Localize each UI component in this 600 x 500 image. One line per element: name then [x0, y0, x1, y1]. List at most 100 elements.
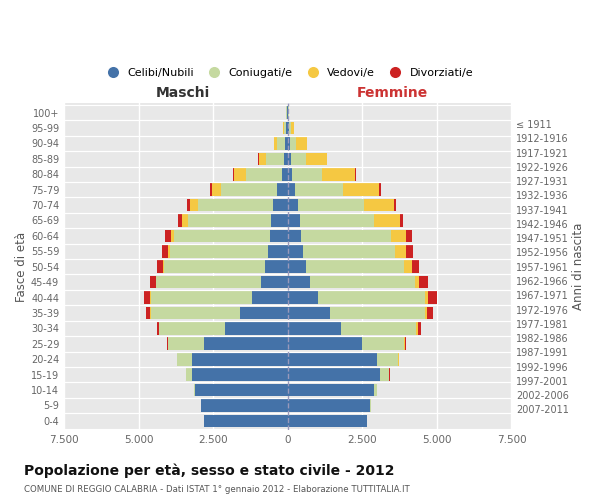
Bar [343, 184, 379, 196]
Bar [221, 184, 277, 196]
Y-axis label: Fasce di età: Fasce di età [15, 232, 28, 302]
Bar [329, 306, 425, 320]
Bar [170, 245, 268, 258]
Bar [204, 338, 288, 350]
Bar [288, 245, 302, 258]
Bar [425, 292, 428, 304]
Bar [282, 168, 288, 180]
Bar [418, 322, 421, 334]
Bar [400, 214, 403, 227]
Bar [288, 260, 305, 273]
Bar [288, 122, 289, 134]
Bar [233, 168, 234, 180]
Bar [301, 230, 391, 242]
Bar [302, 245, 395, 258]
Bar [252, 292, 288, 304]
Text: Popolazione per età, sesso e stato civile - 2012: Popolazione per età, sesso e stato civil… [24, 463, 395, 477]
Bar [162, 245, 168, 258]
Bar [288, 214, 299, 227]
Bar [178, 214, 182, 227]
Bar [164, 260, 265, 273]
Bar [175, 230, 270, 242]
Bar [288, 276, 310, 288]
Bar [190, 199, 198, 211]
Bar [288, 368, 380, 381]
Bar [268, 245, 288, 258]
Bar [379, 184, 380, 196]
Bar [163, 260, 164, 273]
Bar [299, 214, 374, 227]
Bar [274, 137, 277, 149]
Bar [246, 168, 282, 180]
Bar [296, 137, 307, 149]
Bar [395, 245, 406, 258]
Bar [391, 230, 406, 242]
Bar [166, 230, 172, 242]
Bar [210, 184, 212, 196]
Bar [198, 199, 273, 211]
Bar [374, 214, 400, 227]
Bar [362, 338, 404, 350]
Bar [271, 214, 288, 227]
Bar [322, 168, 355, 180]
Bar [259, 152, 266, 165]
Bar [261, 276, 288, 288]
Bar [427, 306, 433, 320]
Bar [288, 137, 290, 149]
Bar [192, 368, 288, 381]
Bar [273, 199, 288, 211]
Bar [286, 122, 288, 134]
Bar [157, 276, 261, 288]
Bar [234, 168, 246, 180]
Bar [326, 152, 327, 165]
Bar [377, 353, 398, 366]
Bar [288, 338, 362, 350]
Bar [305, 260, 404, 273]
Bar [146, 306, 150, 320]
Bar [151, 306, 240, 320]
Bar [404, 260, 412, 273]
Bar [380, 368, 389, 381]
Bar [212, 184, 221, 196]
Bar [405, 338, 406, 350]
Bar [168, 245, 170, 258]
Bar [157, 322, 160, 334]
Bar [298, 199, 364, 211]
Bar [289, 122, 292, 134]
Bar [284, 122, 286, 134]
Bar [288, 168, 292, 180]
Bar [195, 384, 288, 396]
Bar [364, 199, 394, 211]
Bar [150, 276, 156, 288]
Bar [285, 137, 288, 149]
Bar [144, 292, 150, 304]
Bar [415, 276, 419, 288]
Bar [277, 184, 288, 196]
Bar [305, 152, 326, 165]
Bar [295, 184, 343, 196]
Bar [288, 399, 370, 412]
Bar [178, 353, 192, 366]
Bar [151, 292, 252, 304]
Bar [194, 384, 195, 396]
Bar [265, 260, 288, 273]
Bar [277, 137, 285, 149]
Bar [182, 214, 188, 227]
Bar [187, 199, 190, 211]
Bar [288, 152, 291, 165]
Bar [187, 368, 192, 381]
Y-axis label: Anni di nascita: Anni di nascita [572, 223, 585, 310]
Bar [416, 322, 418, 334]
Bar [240, 306, 288, 320]
Bar [167, 338, 168, 350]
Bar [374, 384, 377, 396]
Bar [288, 353, 377, 366]
Bar [288, 199, 298, 211]
Text: Maschi: Maschi [156, 86, 211, 101]
Bar [192, 353, 288, 366]
Bar [288, 230, 301, 242]
Bar [270, 230, 288, 242]
Bar [292, 168, 322, 180]
Bar [394, 199, 397, 211]
Legend: Celibi/Nubili, Coniugati/e, Vedovi/e, Divorziati/e: Celibi/Nubili, Coniugati/e, Vedovi/e, Di… [98, 63, 478, 82]
